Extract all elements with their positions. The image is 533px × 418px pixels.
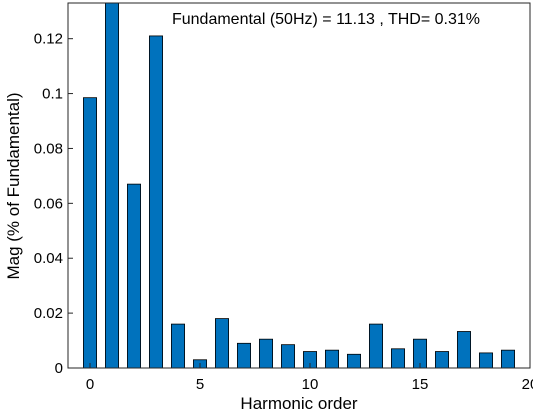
- bar-harmonic-19: [500, 349, 515, 369]
- bar-harmonic-0: [83, 97, 98, 369]
- bar-harmonic-7: [236, 342, 251, 369]
- bar-harmonic-11: [324, 349, 339, 369]
- bars-group: [83, 2, 515, 369]
- bar-harmonic-3: [148, 35, 163, 369]
- bar-harmonic-12: [346, 353, 361, 369]
- bar-harmonic-14: [390, 348, 405, 369]
- bar-harmonic-9: [280, 344, 295, 369]
- bar-harmonic-4: [170, 323, 185, 369]
- y-tick-label: 0.08: [34, 140, 63, 157]
- bar-harmonic-16: [434, 351, 449, 369]
- bar-harmonic-2: [127, 183, 142, 369]
- x-axis-label: Harmonic order: [240, 394, 357, 413]
- plot-area: [68, 3, 530, 368]
- y-tick-label: 0: [55, 360, 63, 377]
- bar-harmonic-8: [258, 338, 273, 369]
- y-tick-label: 0.12: [34, 31, 63, 48]
- y-tick-label: 0.1: [42, 86, 63, 103]
- plot-frame: [67, 2, 531, 369]
- y-axis-label: Mag (% of Fundamental): [4, 92, 23, 279]
- bar-harmonic-1: [105, 2, 120, 369]
- y-tick-label: 0.04: [34, 250, 63, 267]
- x-tick-label: 20: [522, 376, 533, 393]
- y-ticks-group: 0 0.02 0.04 0.06 0.08 0.1 0.12: [34, 31, 73, 377]
- y-tick-label: 0.02: [34, 305, 63, 322]
- bar-harmonic-18: [478, 352, 493, 369]
- x-tick-label: 5: [196, 376, 204, 393]
- chart-title: Fundamental (50Hz) = 11.13 , THD= 0.31%: [172, 11, 480, 28]
- y-tick-label: 0.06: [34, 195, 63, 212]
- bar-harmonic-17: [456, 331, 471, 369]
- x-tick-label: 10: [302, 376, 319, 393]
- x-tick-label: 15: [412, 376, 429, 393]
- x-tick-label: 0: [86, 376, 94, 393]
- bar-harmonic-13: [368, 323, 383, 369]
- bar-harmonic-6: [214, 318, 229, 369]
- x-ticks-group: 0 5 10 15 20: [86, 363, 533, 393]
